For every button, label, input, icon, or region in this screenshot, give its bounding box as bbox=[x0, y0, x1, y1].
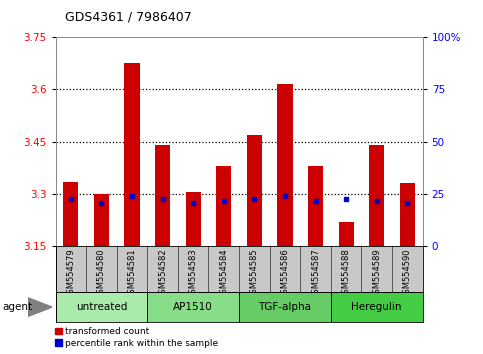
Text: GDS4361 / 7986407: GDS4361 / 7986407 bbox=[65, 10, 192, 23]
Bar bbox=[63, 182, 78, 246]
Text: GSM554580: GSM554580 bbox=[97, 249, 106, 299]
Bar bbox=[147, 292, 239, 322]
Text: untreated: untreated bbox=[76, 302, 127, 312]
Text: TGF-alpha: TGF-alpha bbox=[258, 302, 312, 312]
Text: GSM554589: GSM554589 bbox=[372, 249, 381, 299]
Text: GSM554585: GSM554585 bbox=[250, 249, 259, 299]
Bar bbox=[125, 63, 140, 246]
Bar bbox=[216, 166, 231, 246]
Text: GSM554586: GSM554586 bbox=[281, 249, 289, 299]
Bar bbox=[331, 292, 423, 322]
Text: GSM554588: GSM554588 bbox=[341, 249, 351, 299]
Text: GSM554582: GSM554582 bbox=[158, 249, 167, 299]
Polygon shape bbox=[28, 298, 52, 316]
Text: GSM554584: GSM554584 bbox=[219, 249, 228, 299]
Bar bbox=[339, 222, 354, 246]
Bar bbox=[56, 292, 147, 322]
Legend: transformed count, percentile rank within the sample: transformed count, percentile rank withi… bbox=[53, 325, 220, 349]
Bar bbox=[308, 166, 323, 246]
Text: AP1510: AP1510 bbox=[173, 302, 213, 312]
Bar bbox=[94, 194, 109, 246]
Bar bbox=[155, 145, 170, 246]
Bar bbox=[185, 192, 201, 246]
Text: agent: agent bbox=[2, 302, 32, 312]
Bar bbox=[400, 183, 415, 246]
Text: GSM554587: GSM554587 bbox=[311, 249, 320, 299]
Text: GSM554590: GSM554590 bbox=[403, 249, 412, 299]
Bar bbox=[277, 84, 293, 246]
Bar bbox=[369, 145, 384, 246]
Bar bbox=[247, 135, 262, 246]
Text: GSM554579: GSM554579 bbox=[66, 249, 75, 299]
Text: GSM554583: GSM554583 bbox=[189, 249, 198, 299]
Text: Heregulin: Heregulin bbox=[352, 302, 402, 312]
Bar bbox=[239, 292, 331, 322]
Text: GSM554581: GSM554581 bbox=[128, 249, 137, 299]
